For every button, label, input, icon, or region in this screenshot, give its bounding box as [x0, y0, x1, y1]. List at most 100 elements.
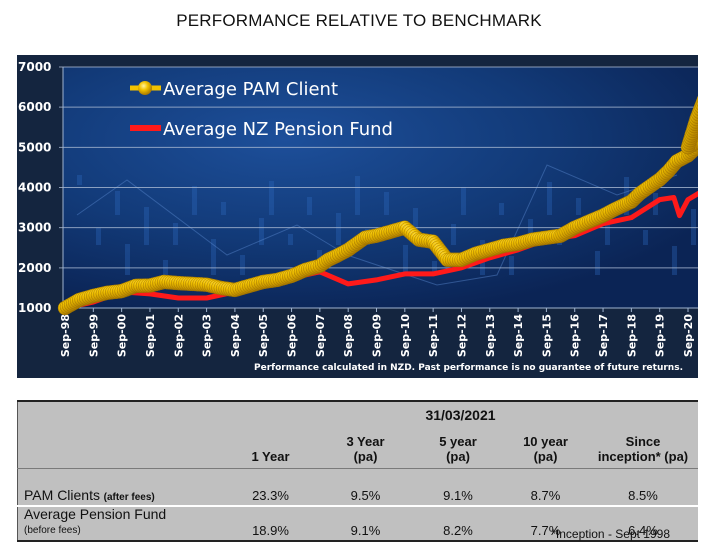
x-tick-label: Sep-00: [116, 314, 129, 357]
decor-candle: [173, 223, 178, 245]
y-tick-label: 1000: [18, 301, 51, 315]
decor-candle: [125, 244, 130, 275]
y-axis: 1000 2000 3000 4000 5000 6000 7000: [18, 60, 51, 315]
column-header: 3 Year (pa): [318, 426, 413, 469]
x-tick-label: Sep-02: [172, 314, 185, 357]
x-tick-label: Sep-11: [427, 314, 440, 357]
x-tick-label: Sep-05: [257, 314, 270, 357]
table-cell: 18.9%: [252, 523, 289, 538]
legend-item-pension: Average NZ Pension Fund: [130, 119, 393, 140]
decor-candle: [576, 198, 581, 215]
table-cell: 7.7%: [530, 523, 561, 538]
x-tick-label: Sep-01: [144, 314, 157, 357]
y-tick-label: 4000: [18, 181, 51, 195]
x-tick-label: Sep-10: [399, 314, 412, 357]
decor-candle: [288, 234, 293, 245]
decor-candle: [384, 192, 389, 215]
table-row: Average Pension Fund (before fees) 18.9% …: [18, 506, 699, 541]
decor-candle: [211, 239, 216, 275]
row-label: PAM Clients (after fees): [17, 483, 223, 507]
legend-label-pam: Average PAM Client: [163, 79, 338, 100]
y-tick-label: 5000: [18, 140, 51, 154]
x-tick-label: Sep-99: [87, 314, 100, 357]
decor-candle: [547, 182, 552, 215]
legend-label-pension: Average NZ Pension Fund: [163, 119, 393, 140]
decor-candle: [307, 197, 312, 215]
table-cell: 8.7%: [503, 483, 588, 507]
decor-candle: [413, 208, 418, 245]
performance-chart: 1000 2000 3000 4000 5000 6000 7000 Sep-98 Sep-9…: [18, 60, 698, 373]
decor-candle: [240, 255, 245, 275]
decor-candle: [691, 209, 696, 245]
y-tick-label: 3000: [18, 221, 51, 235]
x-tick-label: Sep-18: [625, 314, 638, 357]
x-tick-label: Sep-19: [654, 314, 667, 357]
legend-item-pam: Average PAM Client: [130, 79, 338, 100]
decor-candle: [605, 214, 610, 245]
decor-candle: [192, 186, 197, 215]
pension-line: [62, 190, 698, 311]
decor-candle: [259, 218, 264, 245]
decor-candle: [461, 187, 466, 215]
table-cell: 8.2%: [443, 523, 473, 538]
x-tick-label: Sep-07: [314, 314, 327, 357]
table-cell: 23.3%: [223, 483, 318, 507]
decor-candle: [499, 203, 504, 215]
performance-table: 31/03/2021 1 Year 3 Year (pa) 5 year (pa) …: [17, 400, 698, 542]
decor-candle: [355, 176, 360, 215]
table-cell: 9.1%: [350, 523, 381, 538]
table-date: 31/03/2021: [425, 407, 496, 423]
table-footnote: *Inception - Sept 1998: [551, 527, 670, 541]
x-tick-label: Sep-98: [59, 314, 72, 357]
y-tick-label: 7000: [18, 60, 51, 74]
x-tick-label: Sep-15: [540, 314, 553, 357]
x-tick-label: Sep-04: [229, 314, 242, 357]
x-tick-label: Sep-14: [512, 314, 525, 357]
chart-note: Performance calculated in NZD. Past perf…: [254, 363, 683, 373]
column-header: Since inception* (pa): [588, 426, 698, 469]
x-tick-label: Sep-20: [682, 314, 695, 357]
decor-candle: [595, 251, 600, 275]
x-tick-label: Sep-08: [342, 314, 355, 357]
chart-panel: 1000 2000 3000 4000 5000 6000 7000 Sep-98 Sep-9…: [17, 55, 698, 378]
table-row: PAM Clients (after fees) 23.3% 9.5% 9.1%…: [17, 483, 698, 507]
decor-candle: [451, 224, 456, 245]
background-decoration: [76, 164, 696, 286]
decor-candle: [96, 228, 101, 245]
column-header: 1 Year: [223, 426, 318, 469]
decor-candle: [144, 207, 149, 245]
row-label: Average Pension Fund (before fees): [24, 506, 167, 536]
decor-candle: [672, 246, 677, 275]
x-tick-label: Sep-17: [597, 314, 610, 357]
x-tick-label: Sep-03: [201, 314, 214, 357]
x-tick-label: Sep-12: [455, 314, 468, 357]
decor-candle: [336, 213, 341, 245]
table-cell: 9.5%: [318, 483, 413, 507]
decor-candle: [221, 202, 226, 215]
table-cell: 8.5%: [588, 483, 698, 507]
y-tick-label: 6000: [18, 100, 51, 114]
pam-bead: [696, 95, 698, 104]
x-tick-label: Sep-09: [371, 314, 384, 357]
column-header: 10 year (pa): [503, 426, 588, 469]
column-header: 5 year (pa): [413, 426, 503, 469]
table-date-row: 31/03/2021: [18, 401, 699, 426]
decor-candle: [643, 230, 648, 245]
series-average-pam-client: [57, 95, 698, 316]
x-tick-label: Sep-16: [569, 314, 582, 357]
page-title: PERFORMANCE RELATIVE TO BENCHMARK: [176, 11, 542, 30]
decor-line: [76, 164, 678, 286]
decor-candle: [509, 256, 514, 275]
y-tick-label: 2000: [18, 261, 51, 275]
decor-candle: [77, 175, 82, 185]
legend-swatch-pam-bead: [138, 81, 152, 95]
decor-candle: [269, 181, 274, 215]
table-cell: 9.1%: [413, 483, 503, 507]
decor-candle: [528, 219, 533, 245]
decor-candle: [115, 191, 120, 215]
table-cell: 6.4%: [628, 523, 658, 538]
x-tick-label: Sep-13: [484, 314, 497, 357]
legend: Average PAM Client Average NZ Pension Fu…: [130, 79, 393, 140]
decor-candle: [403, 245, 408, 275]
table-header-row: 1 Year 3 Year (pa) 5 year (pa) 10 year (pa)…: [17, 426, 698, 469]
